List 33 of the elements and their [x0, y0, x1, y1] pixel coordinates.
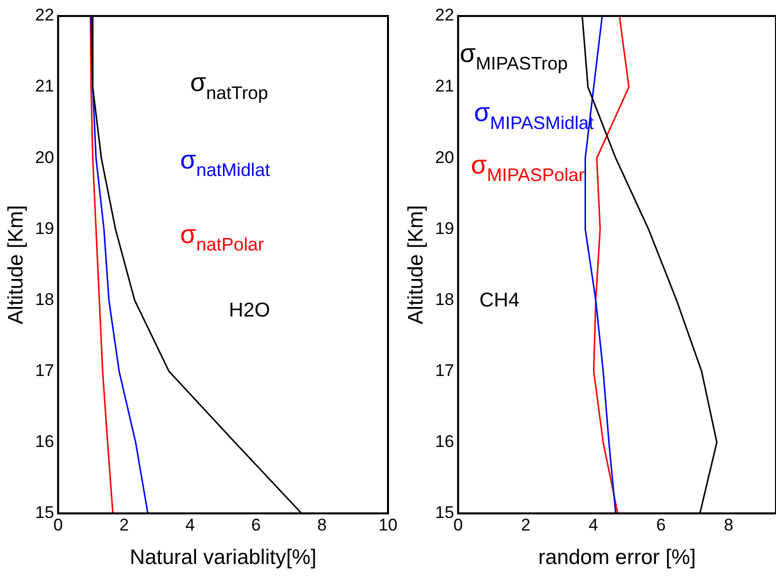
y-tick-label: 20 — [435, 148, 454, 167]
x-tick-label: 4 — [588, 515, 598, 534]
y-tick-label: 21 — [35, 76, 54, 96]
y-tick-label: 18 — [35, 290, 54, 309]
y-tick-label: 20 — [35, 148, 54, 167]
y-tick-label: 16 — [435, 432, 454, 452]
annotation: CH4 — [479, 290, 520, 312]
y-tick-label: 17 — [35, 360, 54, 380]
x-tick-label: 8 — [317, 515, 327, 534]
y-tick-label: 15 — [435, 503, 454, 522]
x-tick-label: 6 — [656, 515, 666, 534]
y-tick-label: 21 — [435, 76, 454, 96]
x-tick-label: 4 — [185, 515, 195, 534]
x-axis-title: random error [%] — [538, 546, 696, 570]
x-tick-label: 10 — [378, 515, 398, 534]
y-tick-label: 17 — [435, 360, 454, 380]
x-tick-label: 6 — [251, 515, 261, 534]
y-tick-label: 22 — [435, 6, 454, 25]
annotation: H2O — [228, 299, 270, 322]
y-tick-label: 15 — [35, 503, 54, 522]
x-tick-label: 2 — [119, 515, 129, 534]
y-tick-label: 19 — [435, 218, 454, 238]
x-tick-label: 2 — [521, 515, 530, 534]
y-axis-title: Altitude [Km] — [404, 205, 428, 324]
y-tick-label: 19 — [35, 218, 54, 238]
y-tick-label: 16 — [35, 432, 54, 452]
y-axis-title: Altitude [Km] — [4, 205, 28, 324]
x-tick-label: 0 — [53, 515, 63, 534]
x-axis-title: Natural variablity[%] — [130, 546, 316, 570]
y-tick-label: 18 — [435, 290, 454, 309]
x-tick-label: 0 — [453, 515, 463, 534]
x-tick-label: 8 — [724, 515, 734, 534]
y-tick-label: 22 — [35, 6, 54, 25]
